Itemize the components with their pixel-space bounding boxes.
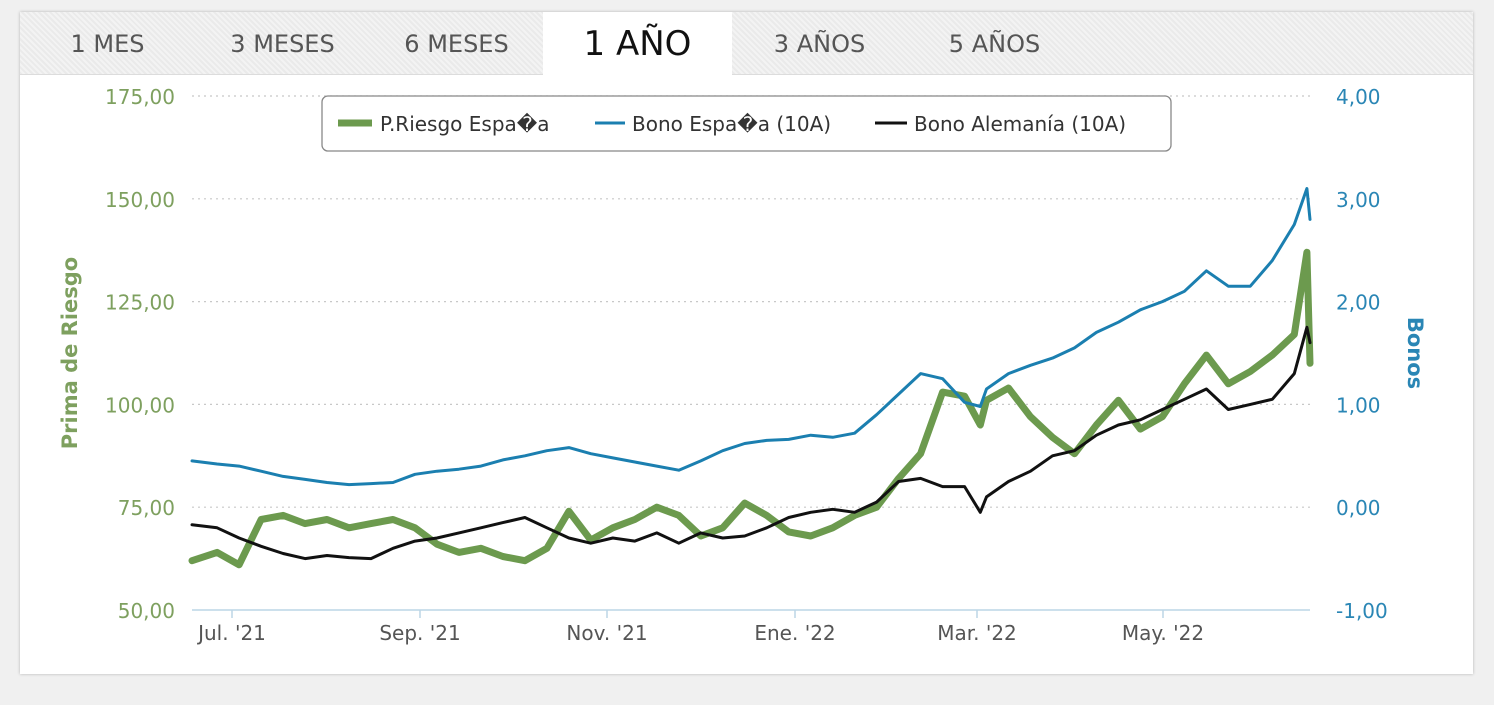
legend-box (321, 95, 1172, 152)
tab-5-anos[interactable]: 5 AÑOS (948, 30, 1041, 58)
x-tick-label: Ene. '22 (754, 621, 835, 645)
tab-6-meses[interactable]: 6 MESES (404, 30, 509, 58)
x-tick-label: May. '22 (1122, 621, 1204, 645)
y-right-tick-label: 1,00 (1336, 393, 1381, 417)
y-right-tick-label: 4,00 (1336, 85, 1381, 109)
x-tick-label: Sep. '21 (379, 621, 460, 645)
y-left-tick-label: 175,00 (105, 85, 175, 109)
x-tick-label: Mar. '22 (937, 621, 1017, 645)
tab-3-anos[interactable]: 3 AÑOS (773, 30, 866, 58)
y-left-axis-ticks: 50,00 75,00 100,00 125,00 150,00 175,00 (105, 85, 175, 623)
y-right-axis-label: Bonos (1403, 317, 1427, 389)
chart-plot: Jul. '21 Sep. '21 Nov. '21 Ene. '22 Mar. '22… (58, 85, 1427, 645)
series-line-risk (188, 248, 1314, 569)
y-right-tick-label: 3,00 (1336, 188, 1381, 212)
tab-1-ano[interactable]: 1 AÑO (543, 12, 732, 75)
y-right-axis-ticks: -1,00 0,00 1,00 2,00 3,00 4,00 (1336, 85, 1388, 623)
legend-item-bono-espana[interactable]: Bono Espa�a (10A) (632, 112, 831, 136)
x-tick-label: Jul. '21 (196, 621, 266, 645)
tab-3-meses[interactable]: 3 MESES (230, 30, 335, 58)
legend-item-risk[interactable]: P.Riesgo Espa�a (380, 112, 550, 136)
y-left-axis-label: Prima de Riesgo (58, 257, 82, 449)
y-left-tick-label: 75,00 (118, 496, 175, 520)
y-left-tick-label: 50,00 (118, 599, 175, 623)
grid-lines (192, 95, 1310, 508)
tab-1-mes[interactable]: 1 MES (70, 30, 145, 58)
x-tick-label: Nov. '21 (566, 621, 647, 645)
y-left-tick-label: 125,00 (105, 291, 175, 315)
y-right-tick-label: 0,00 (1336, 496, 1381, 520)
period-tabs: 1 MES 3 MESES 6 MESES 1 AÑO 3 AÑOS 5 AÑO… (20, 12, 1473, 75)
chart-card: 1 MES 3 MESES 6 MESES 1 AÑO 3 AÑOS 5 AÑO… (20, 12, 1473, 674)
legend-item-bono-alemania[interactable]: Bono Alemanía (10A) (914, 112, 1126, 136)
legend: P.Riesgo Espa�a Bono Espa�a (10A) Bono A… (321, 95, 1172, 152)
series-layer (188, 187, 1314, 569)
series-line-bono-alemania (190, 325, 1312, 561)
y-left-tick-label: 150,00 (105, 188, 175, 212)
series-line-bono-espana (190, 187, 1312, 487)
y-right-tick-label: -1,00 (1336, 599, 1388, 623)
y-left-tick-label: 100,00 (105, 393, 175, 417)
y-right-tick-label: 2,00 (1336, 291, 1381, 315)
x-axis-ticks: Jul. '21 Sep. '21 Nov. '21 Ene. '22 Mar. '22… (196, 610, 1204, 645)
